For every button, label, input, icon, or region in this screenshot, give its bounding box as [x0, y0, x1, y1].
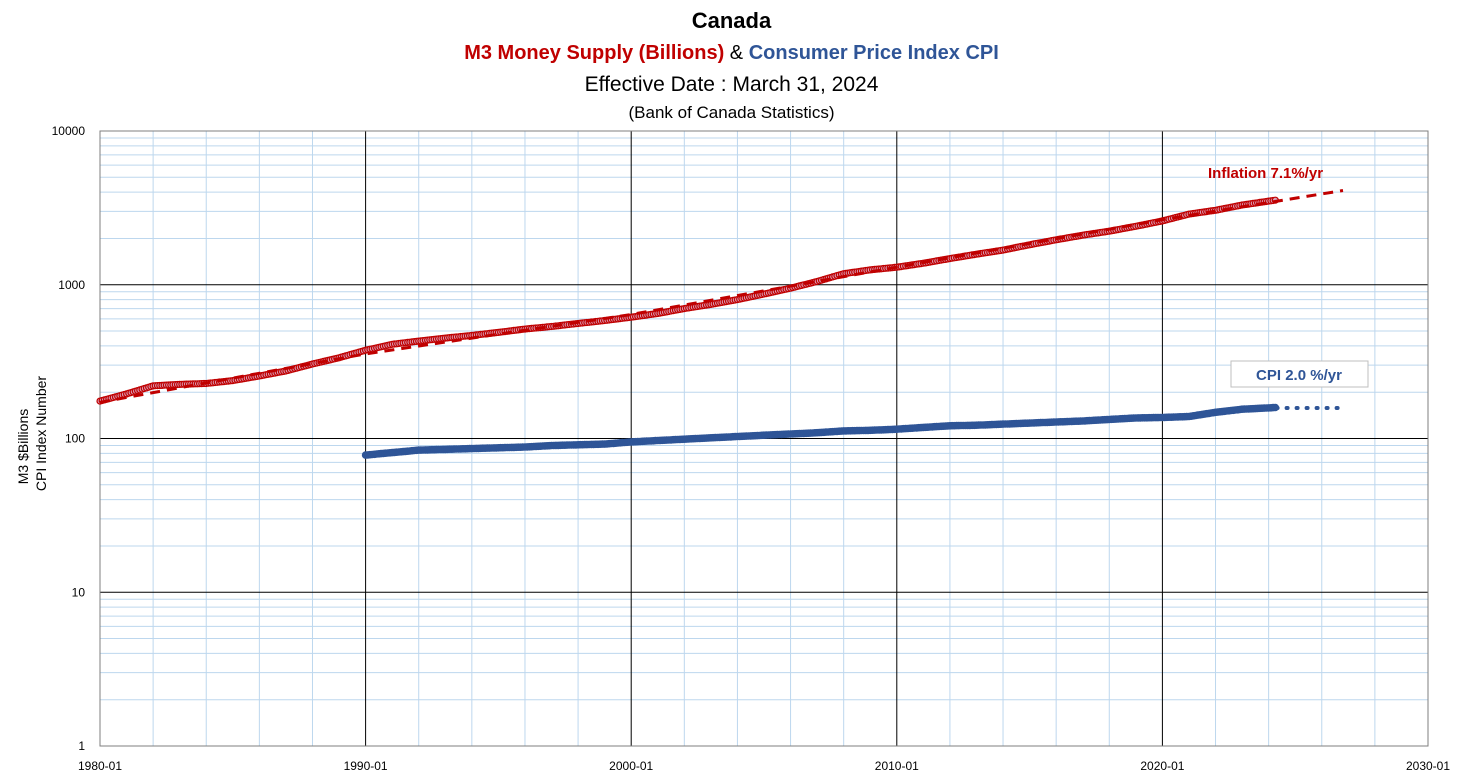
x-tick-label: 1990-01 — [344, 759, 388, 773]
minor-gridlines — [100, 131, 1428, 746]
y-tick-label: 10 — [72, 585, 86, 599]
subtitle-ampersand: & — [729, 42, 744, 64]
trendline-m3-trend — [99, 189, 1344, 404]
series-layer — [96, 189, 1345, 459]
plot-area-frame — [99, 130, 1429, 747]
series-m3-trend — [99, 189, 1344, 404]
series-consumer-price-index-cpi — [361, 403, 1280, 459]
x-tick-label: 2020-01 — [1140, 759, 1184, 773]
y-tick-label: 1000 — [58, 278, 85, 292]
y-axis-label-cpi: CPI Index Number — [33, 376, 49, 491]
cpi-rate-annotation: CPI 2.0 %/yr — [1256, 367, 1342, 384]
y-tick-label: 100 — [65, 432, 85, 446]
y-axis-label-m3: M3 $Billions — [15, 409, 31, 484]
y-tick-label: 1 — [78, 739, 85, 753]
effective-date: Effective Date : March 31, 2024 — [584, 73, 879, 96]
x-tick-label: 2010-01 — [875, 759, 919, 773]
cpi-annotation-box — [1230, 360, 1369, 388]
chart-title: Canada — [691, 8, 772, 33]
y-tick-label: 10000 — [52, 124, 86, 138]
x-tick-label: 2030-01 — [1406, 759, 1450, 773]
y-tick-labels: 1 10 100 1000 10000 — [52, 124, 86, 753]
data-source: (Bank of Canada Statistics) — [628, 103, 835, 122]
x-tick-label: 2000-01 — [609, 759, 653, 773]
x-tick-label: 1980-01 — [78, 759, 122, 773]
chart-subtitle: M3 Money Supply (Billions) & Consumer Pr… — [0, 42, 1463, 65]
m3-inflation-annotation: Inflation 7.1%/yr — [1208, 165, 1323, 182]
x-tick-labels: 1980-01 1990-01 2000-01 2010-01 2020-01 2030-… — [78, 759, 1450, 773]
subtitle-m3: M3 Money Supply (Billions) — [464, 42, 725, 64]
subtitle-cpi: Consumer Price Index CPI — [748, 42, 999, 64]
